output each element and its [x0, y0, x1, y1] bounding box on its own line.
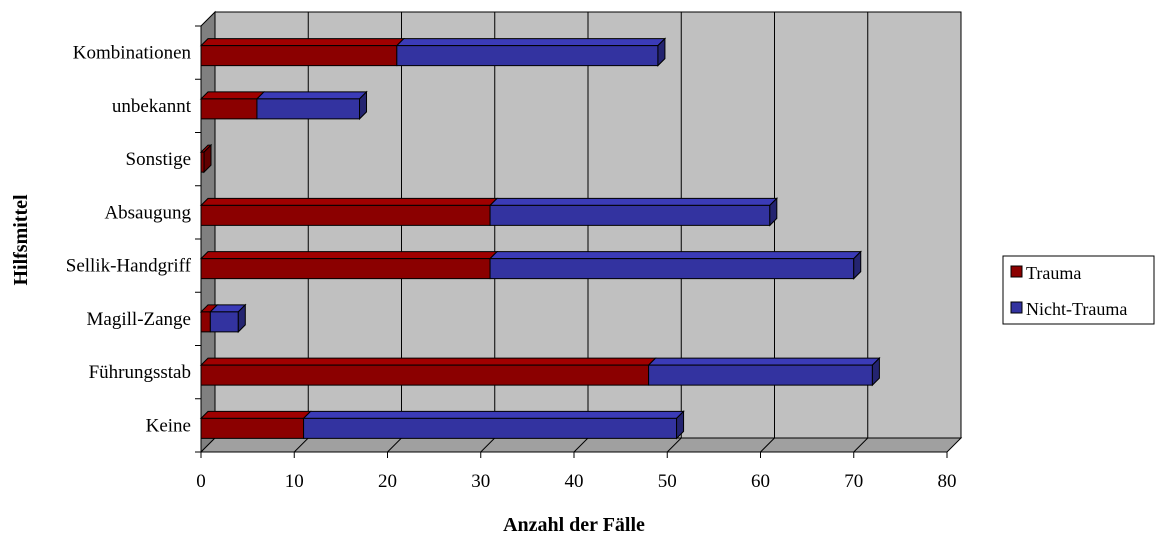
bar-top — [488, 197, 779, 206]
bar-side — [676, 410, 685, 440]
bar-top — [199, 357, 657, 366]
category-label: Magill-Zange — [87, 309, 191, 330]
x-ticks: 0 10 20 30 40 50 60 70 80 — [195, 25, 957, 492]
bar-side — [769, 197, 778, 227]
x-tick-label: 70 — [844, 471, 863, 492]
bar-top — [255, 91, 368, 100]
floor-gridline — [387, 437, 402, 453]
bar-side — [871, 356, 880, 387]
legend-label-trauma: Trauma — [1026, 263, 1081, 283]
bar-top — [199, 197, 499, 206]
bar-trauma-sellik-handgriff — [200, 258, 491, 280]
bar-top — [395, 38, 667, 47]
bar-top — [302, 410, 685, 419]
bar-trauma-absaugung — [200, 204, 491, 226]
floor-gridline — [293, 437, 309, 453]
bar-top — [488, 251, 862, 260]
category-label: Sellik-Handgriff — [66, 256, 192, 277]
legend-swatch-trauma — [1010, 265, 1023, 278]
bar-top — [199, 91, 266, 100]
bar-side — [237, 303, 246, 334]
x-tick-label: 10 — [285, 471, 304, 492]
legend: Trauma Nicht-Trauma — [1002, 255, 1155, 325]
x-tick-label: 30 — [471, 471, 490, 492]
floor-gridline — [853, 437, 869, 453]
category-label: Keine — [146, 415, 191, 436]
bar-nicht-trauma-unbekannt — [256, 98, 361, 120]
y-axis-title: Hilfsmittel — [10, 194, 32, 286]
bar-nicht-trauma-magill-zange — [209, 311, 239, 333]
bar-side — [853, 250, 862, 280]
x-tick-label: 80 — [938, 471, 957, 492]
legend-label-nicht-trauma: Nicht-Trauma — [1026, 299, 1127, 319]
legend-box — [1002, 255, 1155, 325]
bar-side — [203, 143, 212, 174]
x-tick-label: 50 — [658, 471, 677, 492]
category-label: Kombinationen — [73, 43, 192, 64]
legend-swatch-nicht-trauma — [1010, 301, 1023, 314]
category-labels: Keine Führungsstab Magill-Zange Sellik-Hand… — [66, 43, 192, 437]
bars — [199, 37, 881, 440]
bar-top — [199, 38, 406, 47]
side-wall — [200, 10, 216, 454]
floor-gridline — [666, 437, 682, 453]
bar-trauma-führungsstab — [200, 364, 650, 386]
bar-trauma-unbekannt — [200, 98, 258, 120]
category-label: Sonstige — [126, 149, 191, 170]
x-tick-label: 0 — [196, 471, 206, 492]
bar-top — [199, 251, 499, 260]
category-label: Absaugung — [104, 202, 191, 223]
floor-gridline — [573, 437, 589, 453]
bar-side — [657, 37, 666, 67]
x-tick-label: 40 — [565, 471, 584, 492]
bar-top — [647, 357, 881, 366]
bar-trauma-keine — [200, 417, 305, 439]
bar-top — [199, 410, 312, 419]
bar-trauma-magill-zange — [200, 311, 211, 333]
bar-trauma-kombinationen — [200, 45, 398, 67]
bar-nicht-trauma-sellik-handgriff — [489, 258, 855, 280]
bar-nicht-trauma-keine — [303, 417, 678, 439]
bar-nicht-trauma-führungsstab — [648, 364, 873, 386]
bar-nicht-trauma-kombinationen — [396, 45, 659, 67]
category-label: Führungsstab — [89, 362, 191, 383]
bar-side — [359, 90, 368, 121]
floor-gridline — [480, 437, 496, 453]
x-tick-label: 60 — [751, 471, 770, 492]
x-axis-title: Anzahl der Fälle — [503, 514, 645, 536]
category-label: unbekannt — [112, 96, 192, 117]
floor-gridline — [760, 437, 775, 453]
bar-nicht-trauma-absaugung — [489, 204, 771, 226]
x-tick-label: 20 — [378, 471, 397, 492]
